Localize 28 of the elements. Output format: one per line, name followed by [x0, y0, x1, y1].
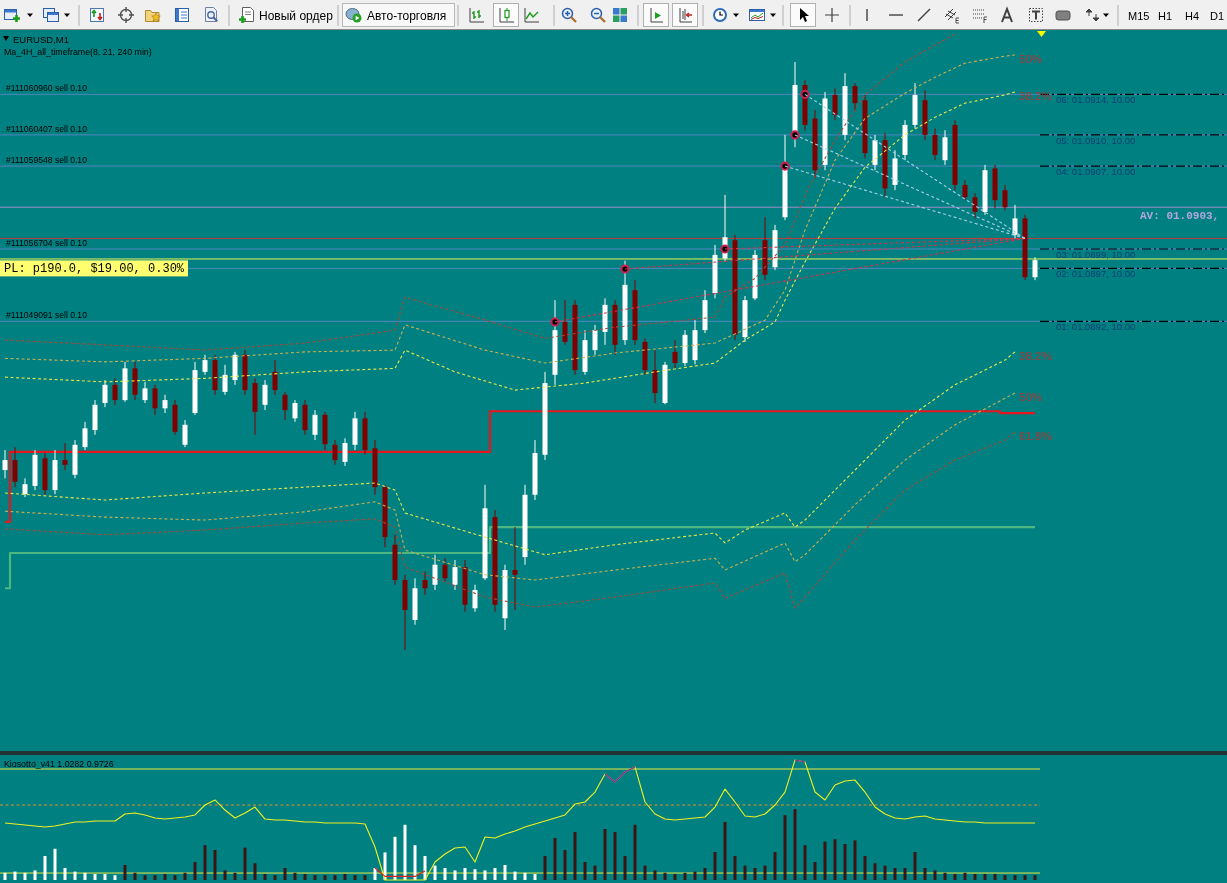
label-badge: PL: p190.0, $19.00, 0.30% — [0, 260, 188, 277]
ref-line-label: #111060407 sell 0.10 — [6, 123, 88, 134]
text: M15 — [1128, 9, 1150, 22]
series-label: 50% — [1019, 52, 1043, 65]
text: H1 — [1158, 9, 1173, 22]
annotation: 02: 01.0897, 10.00 — [1056, 268, 1136, 280]
annotation: 01: 01.0892, 10.00 — [1056, 321, 1136, 333]
series-label: 50% — [1019, 391, 1043, 404]
text: Новый ордер — [259, 8, 334, 23]
ref-line-label: #111049091 sell 0.10 — [6, 310, 88, 321]
annotation: AV: 01.0903, — [1140, 210, 1220, 223]
series-label: 38.2% — [1019, 90, 1052, 103]
annotation: 04: 01.0907, 10.00 — [1056, 166, 1136, 178]
series-label: 61.8% — [1019, 429, 1052, 442]
annotation: 06: 01.0914, 10.00 — [1056, 94, 1136, 106]
series-label: 38.2% — [1019, 349, 1052, 362]
annotation: PL: p190.0, $19.00, 0.30% — [4, 262, 185, 277]
chart-title: Kiosotto_v41 1.0282 0.9726 — [4, 759, 114, 769]
chart-subtitle: Ma_4H_all_timeframe(8, 21, 240 min) — [4, 46, 152, 57]
chart-title: EURUSD,M1 — [13, 33, 69, 45]
annotation: 03: 01.0899, 10.00 — [1056, 248, 1136, 260]
ref-line-label: #111060960 sell 0.10 — [6, 83, 88, 94]
text: D1 — [1210, 9, 1225, 22]
text: H4 — [1185, 9, 1200, 22]
text: Авто-торговля — [367, 8, 447, 23]
ref-line-label: #111059548 sell 0.10 — [6, 155, 88, 166]
ref-line-label: #111056704 sell 0.10 — [6, 237, 88, 248]
annotation: 05: 01.0910, 10.00 — [1056, 134, 1136, 146]
